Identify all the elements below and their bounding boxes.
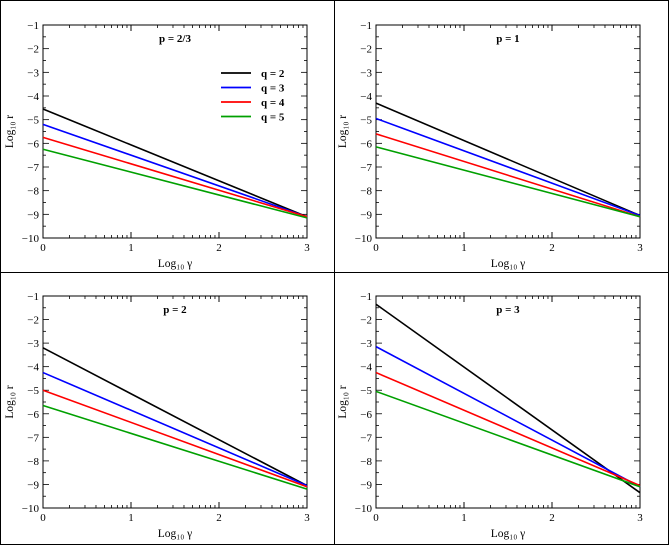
series-line-q4	[42, 136, 308, 218]
panel-title: p = 2	[163, 304, 187, 316]
y-tick-label: −8	[27, 456, 39, 468]
y-tick-label: −6	[27, 409, 39, 421]
panel-title: p = 2/3	[159, 33, 191, 45]
legend-label: q = 5	[261, 112, 285, 124]
chart-panel-1: −1 −2 −3 −4 −5 −6 −7 −8 −9 −100 1 2 3 Log₁₀ γ Log₁₀ r p…	[4, 20, 310, 270]
x-tick-label: 3	[304, 512, 310, 524]
y-tick-label: −8	[360, 186, 372, 198]
y-tick-label: −9	[27, 209, 39, 221]
x-tick-label: 3	[637, 242, 643, 254]
x-tick-label: 1	[128, 512, 134, 524]
x-axis-title: Log₁₀ γ	[158, 258, 193, 270]
y-tick-label: −9	[27, 479, 39, 491]
series-line-q3	[375, 345, 641, 488]
series-line-q5	[375, 146, 641, 218]
y-tick-label: −7	[360, 162, 372, 174]
plot-frame	[375, 295, 641, 509]
y-tick-label: −10	[22, 503, 40, 515]
series-line-q3	[42, 123, 308, 218]
x-tick-label: 3	[304, 242, 310, 254]
chart-panel-4: −1 −2 −3 −4 −5 −6 −7 −8 −9 −100 1 2 3 Log₁₀ γ Log₁₀ r p…	[337, 291, 643, 540]
y-tick-label: −3	[27, 338, 39, 350]
y-tick-label: −3	[27, 67, 39, 79]
y-tick-label: −3	[360, 338, 372, 350]
series-line-q5	[42, 404, 308, 490]
y-tick-label: −2	[360, 315, 372, 327]
y-tick-label: −1	[360, 291, 372, 303]
y-tick-label: −9	[360, 479, 372, 491]
x-tick-label: 3	[637, 512, 643, 524]
chart-panel-3: −1 −2 −3 −4 −5 −6 −7 −8 −9 −100 1 2 3 Log₁₀ γ Log₁₀ r p…	[4, 291, 310, 540]
series-line-q2	[375, 102, 641, 217]
x-axis-title: Log₁₀ γ	[491, 528, 526, 540]
chart-panel-2: −1 −2 −3 −4 −5 −6 −7 −8 −9 −100 1 2 3 Log₁₀ γ Log₁₀ r p…	[337, 20, 643, 270]
y-tick-label: −2	[27, 315, 39, 327]
y-axis-title: Log₁₀ r	[4, 115, 16, 148]
x-tick-label: 0	[40, 512, 46, 524]
y-tick-label: −4	[27, 91, 39, 103]
panel-title: p = 3	[496, 304, 520, 316]
y-tick-label: −2	[360, 44, 372, 56]
panel-title: p = 1	[496, 33, 519, 45]
x-tick-label: 2	[216, 512, 222, 524]
plot-frame	[42, 24, 308, 239]
series-line-q4	[375, 133, 641, 218]
y-tick-label: −5	[360, 385, 372, 397]
x-axis-title: Log₁₀ γ	[491, 258, 526, 270]
y-tick-label: −4	[360, 91, 372, 103]
x-tick-label: 0	[373, 512, 379, 524]
y-tick-label: −10	[355, 503, 373, 515]
y-tick-label: −1	[27, 291, 39, 303]
legend-label: q = 3	[261, 83, 285, 95]
y-tick-label: −4	[360, 362, 372, 374]
series-line-q2	[42, 347, 308, 487]
y-tick-label: −7	[27, 162, 39, 174]
y-axis-title: Log₁₀ r	[4, 385, 16, 418]
y-tick-label: −6	[27, 138, 39, 150]
x-tick-label: 1	[461, 512, 467, 524]
x-axis-title: Log₁₀ γ	[158, 528, 193, 540]
y-tick-label: −5	[27, 385, 39, 397]
x-tick-label: 2	[549, 512, 555, 524]
x-tick-label: 0	[40, 242, 46, 254]
y-tick-label: −2	[27, 44, 39, 56]
y-tick-label: −3	[360, 67, 372, 79]
x-tick-label: 1	[461, 242, 467, 254]
series-line-q5	[42, 148, 308, 219]
y-axis-title: Log₁₀ r	[337, 115, 349, 148]
y-tick-label: −10	[355, 233, 373, 245]
y-tick-label: −7	[360, 432, 372, 444]
series-line-q4	[375, 371, 641, 487]
y-tick-label: −5	[360, 115, 372, 127]
legend-label: q = 4	[261, 97, 285, 109]
x-tick-label: 1	[128, 242, 134, 254]
x-tick-label: 2	[549, 242, 555, 254]
y-tick-label: −9	[360, 209, 372, 221]
y-tick-label: −10	[22, 233, 40, 245]
y-tick-label: −5	[27, 115, 39, 127]
series-line-q5	[375, 390, 641, 488]
series-line-q3	[375, 117, 641, 217]
legend-label: q = 2	[261, 68, 285, 80]
series-line-q2	[375, 303, 641, 494]
y-tick-label: −1	[27, 20, 39, 32]
y-axis-title: Log₁₀ r	[337, 385, 349, 418]
y-tick-label: −4	[27, 362, 39, 374]
x-tick-label: 0	[373, 242, 379, 254]
y-tick-label: −7	[27, 432, 39, 444]
y-tick-label: −6	[360, 409, 372, 421]
series-line-q2	[42, 108, 308, 218]
y-tick-label: −1	[360, 20, 372, 32]
y-tick-label: −8	[27, 186, 39, 198]
series-line-q3	[42, 371, 308, 487]
series-line-q4	[42, 389, 308, 488]
y-tick-label: −8	[360, 456, 372, 468]
y-tick-label: −6	[360, 138, 372, 150]
x-tick-label: 2	[216, 242, 222, 254]
